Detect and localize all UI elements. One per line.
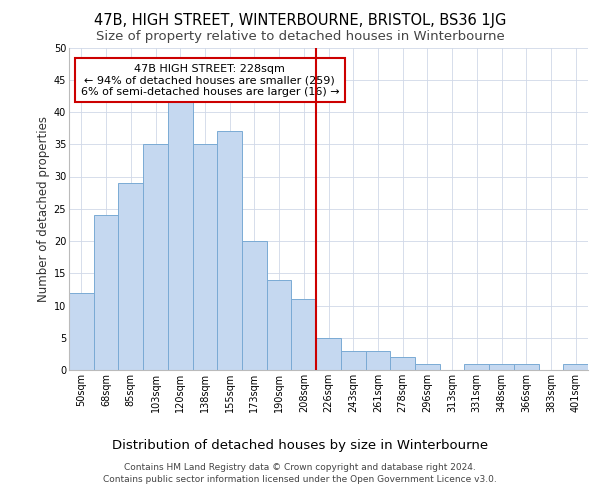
Bar	[193, 144, 217, 370]
Bar	[514, 364, 539, 370]
Text: 47B HIGH STREET: 228sqm
← 94% of detached houses are smaller (259)
6% of semi-de: 47B HIGH STREET: 228sqm ← 94% of detache…	[80, 64, 339, 97]
Bar	[341, 350, 365, 370]
Text: Contains public sector information licensed under the Open Government Licence v3: Contains public sector information licen…	[103, 475, 497, 484]
Text: Size of property relative to detached houses in Winterbourne: Size of property relative to detached ho…	[95, 30, 505, 43]
Bar	[365, 350, 390, 370]
Bar	[267, 280, 292, 370]
Bar	[292, 299, 316, 370]
Text: Contains HM Land Registry data © Crown copyright and database right 2024.: Contains HM Land Registry data © Crown c…	[124, 464, 476, 472]
Bar	[316, 338, 341, 370]
Bar	[390, 357, 415, 370]
Text: 47B, HIGH STREET, WINTERBOURNE, BRISTOL, BS36 1JG: 47B, HIGH STREET, WINTERBOURNE, BRISTOL,…	[94, 12, 506, 28]
Y-axis label: Number of detached properties: Number of detached properties	[37, 116, 50, 302]
Bar	[415, 364, 440, 370]
Bar	[242, 241, 267, 370]
Bar	[118, 183, 143, 370]
Bar	[143, 144, 168, 370]
Bar	[217, 132, 242, 370]
Bar	[69, 292, 94, 370]
Bar	[464, 364, 489, 370]
Text: Distribution of detached houses by size in Winterbourne: Distribution of detached houses by size …	[112, 440, 488, 452]
Bar	[563, 364, 588, 370]
Bar	[168, 99, 193, 370]
Bar	[489, 364, 514, 370]
Bar	[94, 215, 118, 370]
